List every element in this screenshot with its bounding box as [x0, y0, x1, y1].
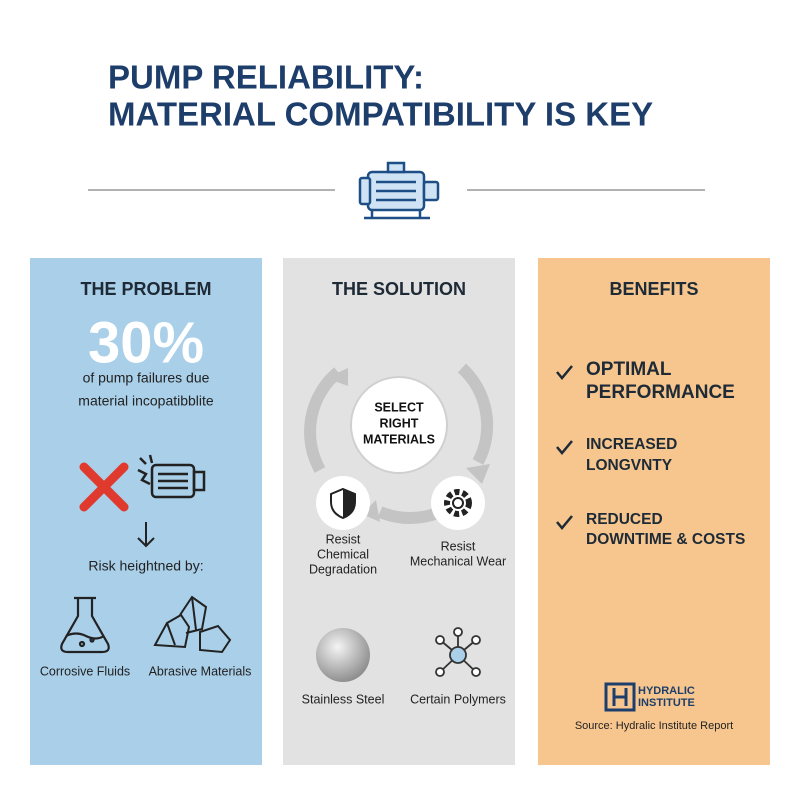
- pump-icon: [358, 161, 440, 220]
- solution-benefit: Resist: [441, 539, 476, 553]
- center-text: MATERIALS: [363, 432, 435, 446]
- logo-text: INSTITUTE: [638, 697, 695, 709]
- benefits-panel: [538, 258, 770, 765]
- risk-label: Risk heightned by:: [88, 558, 203, 574]
- center-circle: [350, 376, 448, 474]
- benefit: PERFORMANCE: [586, 382, 735, 403]
- cycle-arrowheads: [326, 368, 490, 522]
- logo-mark: [604, 682, 636, 712]
- title-line: MATERIAL COMPATIBILITY IS KEY: [108, 96, 653, 133]
- center-text: SELECT: [374, 400, 424, 414]
- solution-benefit: Mechanical Wear: [410, 554, 506, 568]
- checkmarks: [556, 365, 573, 530]
- material: Stainless Steel: [302, 692, 385, 706]
- panel-heading: BENEFITS: [609, 279, 698, 299]
- benefit: LONGVNTY: [586, 457, 673, 474]
- solution-benefit: Resist: [326, 532, 361, 546]
- broken-pump-icon: [137, 454, 206, 499]
- statistic-caption: of pump failures due: [83, 370, 210, 386]
- shield-fill: [343, 489, 355, 518]
- center-text: RIGHT: [380, 416, 419, 430]
- statistic: 30%: [88, 310, 204, 375]
- flask-icon: [60, 596, 110, 654]
- benefit: DOWNTIME & COSTS: [586, 531, 745, 548]
- title-line: PUMP RELIABILITY:: [108, 59, 424, 96]
- statistic-caption: material incopatibblite: [78, 393, 214, 409]
- rocks-icon: [153, 595, 232, 654]
- polymer-icon: [435, 627, 481, 677]
- steel-sphere: [316, 628, 370, 682]
- risk-item: Corrosive Fluids: [40, 664, 130, 678]
- red-x: [79, 462, 129, 512]
- benefit: OPTIMAL: [586, 359, 672, 380]
- problem-panel: [30, 258, 262, 765]
- solution-benefit: Degradation: [309, 562, 377, 576]
- benefit: REDUCED: [586, 511, 663, 528]
- panel-heading: THE SOLUTION: [332, 279, 466, 299]
- gear-circle: [431, 476, 485, 530]
- source: Source: Hydralic Institute Report: [575, 720, 733, 732]
- down-arrow: [137, 522, 155, 548]
- panel-heading: THE PROBLEM: [80, 279, 211, 299]
- risk-item: Abrasive Materials: [149, 664, 252, 678]
- material: Certain Polymers: [410, 692, 506, 706]
- benefit: INCREASED: [586, 436, 677, 453]
- solution-benefit: Chemical: [317, 547, 369, 561]
- gear-icon: [444, 489, 472, 517]
- logo-text: HYDRALIC: [638, 685, 695, 697]
